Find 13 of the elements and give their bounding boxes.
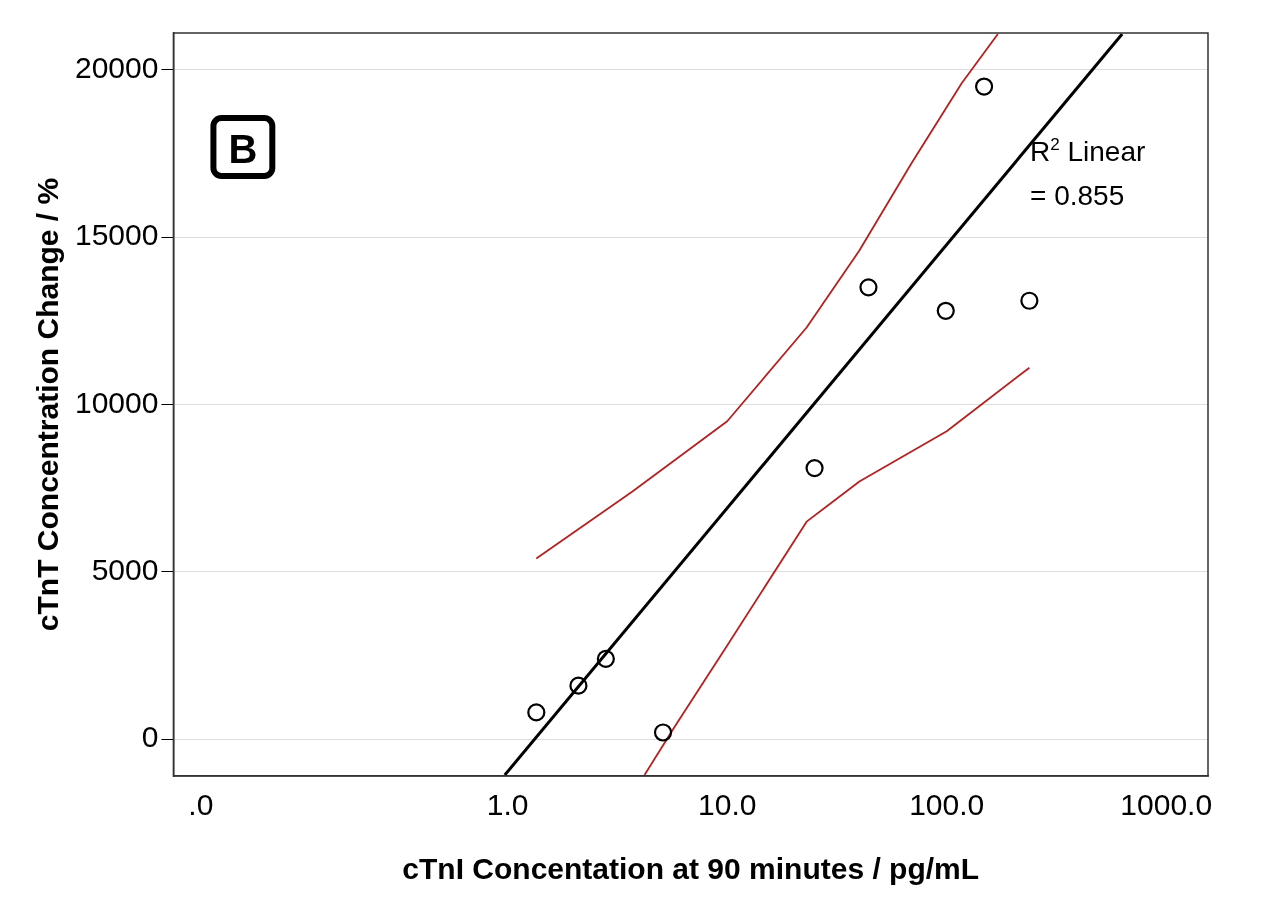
y-axis-title: cTnT Concentration Change / %: [31, 177, 65, 632]
x-tick-label: 1000.0: [1120, 788, 1213, 822]
x-tick-label: .0: [188, 788, 214, 822]
y-tick-label: 10000: [74, 385, 159, 419]
x-axis-title: cTnI Concentation at 90 minutes / pg/mL: [402, 852, 980, 886]
y-tick-label: 15000: [74, 218, 159, 252]
x-tick-label: 1.0: [486, 788, 529, 822]
x-tick-label: 10.0: [698, 788, 757, 822]
x-tick-label: 100.0: [909, 788, 985, 822]
y-tick-label: 5000: [91, 553, 159, 587]
y-tick-label: 0: [141, 720, 159, 754]
annotation: B: [228, 127, 258, 171]
y-tick-label: 20000: [74, 51, 159, 85]
